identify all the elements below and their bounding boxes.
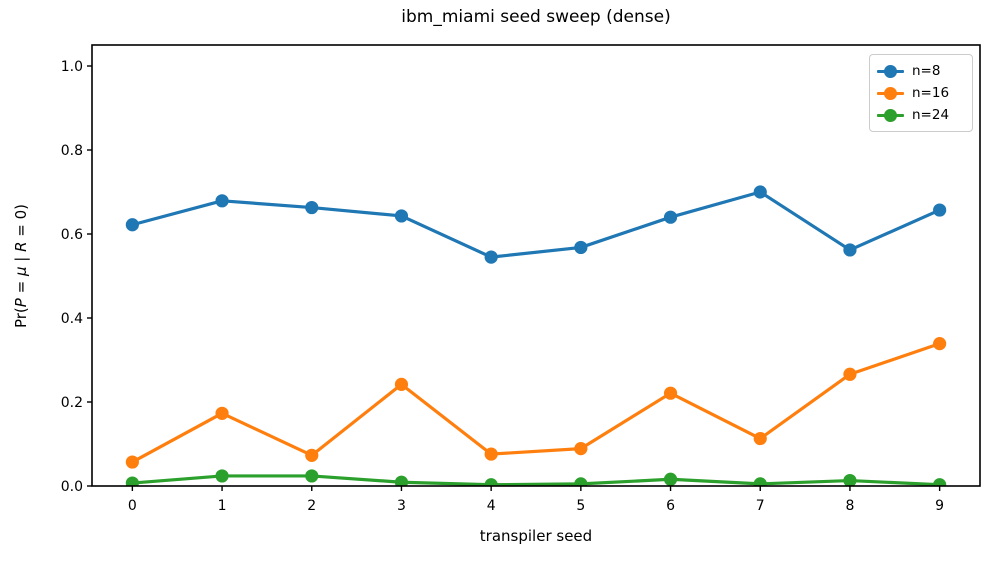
y-axis-label: Pr(P = μ | R = 0) (12, 203, 30, 329)
x-tick-label: 0 (128, 498, 137, 514)
x-axis-label: transpiler seed (479, 527, 593, 545)
data-point-marker (394, 377, 409, 391)
x-tick-label: 5 (576, 498, 585, 514)
data-point-marker (753, 431, 767, 446)
legend-entry: n=16 (877, 82, 964, 104)
legend-marker-icon (877, 86, 904, 100)
data-point-marker (663, 472, 678, 486)
data-point-marker (753, 477, 767, 486)
legend-label: n=24 (912, 107, 950, 123)
data-point-marker (843, 243, 857, 257)
y-tick-label: 0.6 (61, 227, 83, 243)
data-point-marker (125, 455, 139, 469)
data-point-marker (574, 477, 588, 486)
data-point-marker (484, 250, 498, 264)
x-tick-label: 1 (218, 498, 227, 514)
x-tick-label: 3 (397, 498, 406, 514)
series-line (131, 190, 941, 259)
data-point-marker (394, 209, 409, 223)
data-point-marker (753, 185, 767, 199)
data-point-marker (933, 337, 947, 351)
data-point-marker (305, 448, 319, 462)
data-point-marker (215, 406, 229, 420)
data-point-marker (215, 469, 229, 483)
legend-marker-icon (877, 64, 904, 78)
x-tick-label: 6 (666, 498, 675, 514)
data-point-marker (394, 475, 409, 486)
data-point-marker (933, 203, 947, 217)
legend: n=8 n=16 n=24 (869, 54, 973, 132)
legend-entry: n=8 (877, 60, 964, 82)
legend-entry: n=24 (877, 104, 964, 126)
y-tick-label: 0.0 (61, 479, 83, 495)
y-tick-label: 0.2 (61, 395, 83, 411)
data-point-marker (843, 367, 857, 381)
data-point-marker (484, 478, 498, 486)
data-point-marker (663, 210, 678, 224)
x-tick-label: 4 (487, 498, 496, 514)
x-tick-label: 2 (307, 498, 316, 514)
data-point-marker (574, 442, 588, 456)
x-tick-label: 7 (756, 498, 765, 514)
x-tick-label: 8 (845, 498, 854, 514)
y-tick-label: 0.8 (61, 143, 83, 159)
data-point-marker (484, 447, 498, 461)
chart-title: ibm_miami seed sweep (dense) (401, 7, 671, 27)
legend-label: n=8 (912, 63, 941, 79)
data-point-marker (663, 386, 678, 400)
x-tick-label: 9 (935, 498, 944, 514)
y-tick-label: 1.0 (61, 59, 83, 75)
series-line (132, 474, 940, 486)
y-tick-label: 0.4 (61, 311, 83, 327)
legend-marker-icon (877, 108, 904, 122)
data-point-marker (215, 194, 229, 208)
legend-label: n=16 (912, 85, 950, 101)
data-point-marker (305, 200, 319, 215)
data-point-marker (933, 478, 947, 486)
data-point-marker (305, 469, 319, 483)
series-line (131, 342, 941, 464)
data-point-marker (843, 473, 857, 486)
data-point-marker (125, 476, 139, 486)
data-point-marker (574, 240, 588, 255)
plot-frame (91, 44, 981, 487)
data-point-marker (125, 218, 139, 232)
